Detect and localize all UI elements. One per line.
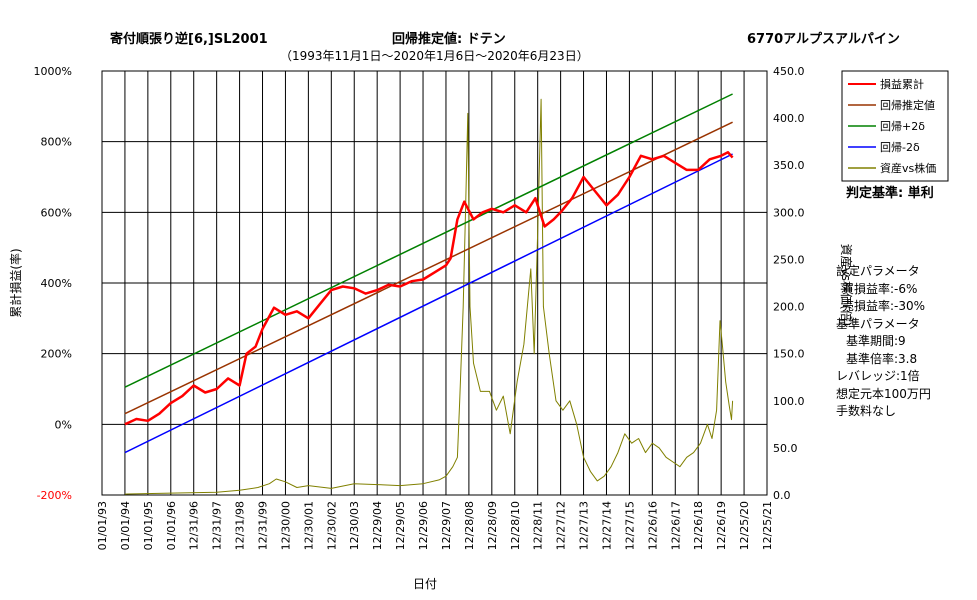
legend-label: 回帰+2δ <box>880 120 925 133</box>
y2-tick-label: 400.0 <box>773 112 805 125</box>
x-tick-label: 12/26/16 <box>646 501 659 550</box>
x-tick-label: 12/30/02 <box>325 501 338 550</box>
x-tick-label: 12/27/15 <box>623 501 636 550</box>
parameter-line: 想定元本100万円 <box>836 386 931 401</box>
x-tick-label: 12/30/03 <box>348 501 361 550</box>
x-tick-label: 12/27/12 <box>555 501 568 550</box>
y2-axis-label: 資産vs株価(倍) <box>839 244 854 327</box>
y2-axis-ticks: 0.0 50.0 100.0 150.0 200.0 250.0 300.0 350.0 400… <box>773 65 805 502</box>
x-tick-label: 12/28/09 <box>486 501 499 550</box>
x-tick-label: 12/28/10 <box>509 501 522 550</box>
parameter-line: 手数料なし <box>836 404 897 418</box>
legend-label: 損益累計 <box>880 77 924 91</box>
x-tick-label: 12/31/99 <box>257 501 270 550</box>
x-tick-label: 12/27/13 <box>578 501 591 550</box>
y-tick-label: 600% <box>41 206 72 219</box>
y-tick-label: 1000% <box>34 65 72 78</box>
series-line <box>124 98 734 495</box>
y-axis-ticks: -200% 0% 200% 400% 600% 800% 1000% <box>34 65 72 502</box>
series-line <box>124 121 733 415</box>
y2-tick-label: 100.0 <box>773 395 805 408</box>
x-tick-label: 12/27/14 <box>600 501 613 550</box>
x-tick-label: 12/26/19 <box>715 501 728 550</box>
parameter-line: 基準倍率:3.8 <box>846 351 918 366</box>
legend-label: 回帰推定値 <box>880 98 935 112</box>
x-tick-label: 01/01/93 <box>96 501 109 550</box>
y2-tick-label: 300.0 <box>773 206 805 219</box>
x-axis-ticks: 01/01/93 01/01/94 01/01/95 01/01/96 12/31/96… <box>96 501 774 550</box>
x-tick-label: 12/25/20 <box>738 501 751 550</box>
series-line <box>124 93 733 388</box>
y2-tick-label: 250.0 <box>773 253 805 266</box>
x-tick-label: 12/25/21 <box>761 501 774 550</box>
y2-tick-label: 450.0 <box>773 65 805 78</box>
y-tick-label: 400% <box>41 277 72 290</box>
plot-frame <box>101 70 768 496</box>
y2-tick-label: 0.0 <box>773 489 791 502</box>
legend-label: 回帰-2δ <box>880 141 920 154</box>
parameter-line: 売損益率:-30% <box>842 299 926 313</box>
x-tick-label: 12/26/18 <box>692 501 705 550</box>
method-title: 回帰推定値: ドテン <box>392 32 506 47</box>
period-subtitle: （1993年11月1日～2020年1月6日～2020年6月23日） <box>280 49 589 63</box>
x-tick-label: 12/28/11 <box>532 501 545 550</box>
x-tick-label: 12/31/98 <box>234 501 247 550</box>
x-tick-label: 01/01/95 <box>142 501 155 550</box>
y2-tick-label: 200.0 <box>773 301 805 314</box>
y-tick-label: 800% <box>41 136 72 149</box>
y-axis-label: 累計損益(率) <box>8 248 23 317</box>
y-tick-label: 200% <box>41 348 72 361</box>
x-tick-label: 12/31/96 <box>188 501 201 550</box>
x-axis-label: 日付 <box>413 577 437 591</box>
series-line <box>124 151 734 426</box>
parameter-line: 基準パラメータ <box>836 316 920 331</box>
strategy-title: 寄付順張り逆[6,]SL2001 <box>110 32 268 47</box>
x-tick-label: 01/01/94 <box>119 501 132 550</box>
ticker-title: 6770アルプスアルパイン <box>747 32 900 47</box>
chart-grid <box>101 70 768 496</box>
y-tick-label: -200% <box>37 489 72 502</box>
parameter-line: 基準期間:9 <box>846 334 906 348</box>
chart-series <box>124 93 734 495</box>
x-tick-label: 12/29/06 <box>417 501 430 550</box>
x-tick-label: 12/31/97 <box>211 501 224 550</box>
legend-label: 資産vs株価 <box>880 161 936 175</box>
x-tick-label: 12/28/08 <box>463 501 476 550</box>
parameter-line: 設定パラメータ <box>836 264 920 278</box>
x-tick-label: 01/01/96 <box>165 501 178 550</box>
y2-tick-label: 50.0 <box>773 442 798 455</box>
x-tick-label: 12/30/01 <box>302 501 315 550</box>
y2-tick-label: 350.0 <box>773 159 805 172</box>
x-tick-label: 12/30/00 <box>279 501 292 550</box>
x-tick-label: 12/29/05 <box>394 501 407 550</box>
series-line <box>124 153 733 454</box>
x-tick-label: 12/29/07 <box>440 501 453 550</box>
x-tick-label: 12/29/04 <box>371 501 384 550</box>
parameter-list: 設定パラメータ 買損益率:-6% 売損益率:-30% 基準パラメータ 基準期間:9 基準倍… <box>836 263 931 421</box>
judgement-label: 判定基準: 単利 <box>846 186 934 201</box>
parameter-line: レバレッジ:1倍 <box>836 369 920 383</box>
y2-tick-label: 150.0 <box>773 348 805 361</box>
y-tick-label: 0% <box>55 418 72 431</box>
x-tick-label: 12/26/17 <box>669 501 682 550</box>
parameter-line: 買損益率:-6% <box>842 281 918 296</box>
